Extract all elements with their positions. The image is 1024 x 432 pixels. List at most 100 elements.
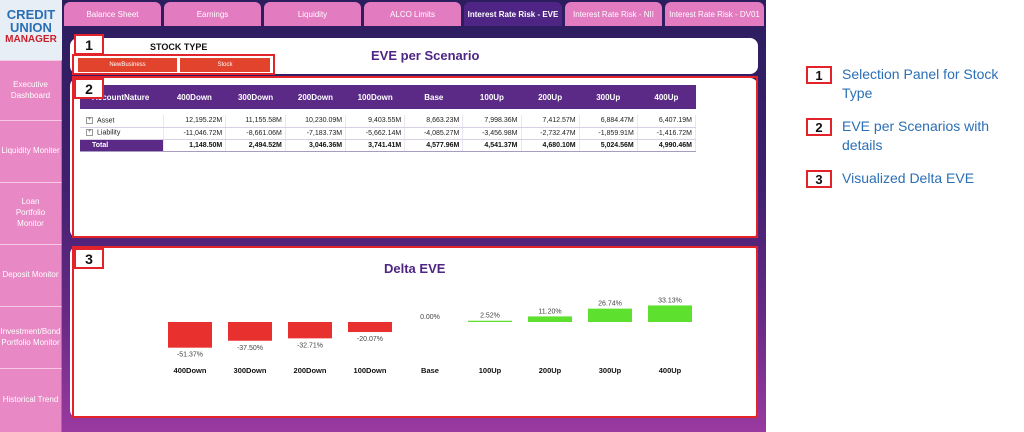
table-cell: -1,416.72M xyxy=(637,127,697,140)
app-window: CREDIT UNION MANAGER Executive Dashboard… xyxy=(0,0,766,432)
tab-label: Liquidity xyxy=(297,9,328,19)
bar-200Up[interactable] xyxy=(528,316,572,322)
annotation-badge-1: 1 xyxy=(74,34,104,55)
value-label-200Up: 11.20% xyxy=(538,308,561,315)
category-label-300Up: 300Up xyxy=(599,366,622,375)
category-label-300Down: 300Down xyxy=(234,366,267,375)
tab-interest-rate-risk-eve[interactable]: Interest Rate Risk - EVE xyxy=(464,2,562,26)
value-label-200Down: -32.71% xyxy=(297,342,323,349)
sidebar-item-loan-portfolio-monitor[interactable]: Loan Portfolio Monitor xyxy=(0,182,62,244)
logo-line-1: CREDIT xyxy=(6,7,56,22)
total-cell: 3,046.36M xyxy=(285,139,347,152)
tab-label: Interest Rate Risk - DV01 xyxy=(669,9,760,19)
table-header-cell[interactable]: Base xyxy=(404,85,463,109)
logo-line-2: UNION xyxy=(10,20,52,35)
total-cell: 1,148.50M xyxy=(163,139,227,152)
row-name: Liability xyxy=(97,129,121,137)
annotation-badge-3: 3 xyxy=(74,248,104,269)
table-row: + Liability -11,046.72M -8,661.06M -7,183… xyxy=(80,127,697,140)
table-cell: -3,456.98M xyxy=(462,127,522,140)
table-cell: -4,085.27M xyxy=(404,127,464,140)
expand-icon[interactable]: + xyxy=(86,129,93,137)
table-cell: -5,662.14M xyxy=(345,127,406,140)
annotation-box-stock-type xyxy=(72,54,275,75)
table-cell: -7,183.73M xyxy=(285,127,347,140)
total-cell: 2,494.52M xyxy=(225,139,286,152)
value-label-100Up: 2.52% xyxy=(480,313,500,320)
annotation-box-delta-eve xyxy=(72,246,758,418)
tab-label: Earnings xyxy=(196,9,229,19)
category-label-Base: Base xyxy=(421,366,439,375)
table-header-cell[interactable]: 400Down xyxy=(163,85,226,109)
table-cell: 9,403.55M xyxy=(345,115,406,128)
table-row: + Asset 12,195.22M 11,155.58M 10,230.09M … xyxy=(80,115,697,128)
delta-eve-chart: -51.37% 400Down -37.50% 300Down -32.71% 200Do… xyxy=(168,297,692,375)
app-logo: CREDIT UNION MANAGER xyxy=(0,0,62,60)
sidebar-item-label: Deposit Monitor xyxy=(2,270,59,280)
bar-300Up[interactable] xyxy=(588,308,632,322)
annotation-box-eve-table xyxy=(72,76,758,238)
sidebar-item-label: Loan Portfolio Monitor xyxy=(15,197,46,228)
sidebar-item-liquidity-moniter[interactable]: Liquidity Moniter xyxy=(0,120,62,182)
tab-alco-limits[interactable]: ALCO Limits xyxy=(364,2,461,26)
table-header-cell[interactable]: 400Up xyxy=(637,85,696,109)
table-header-cell[interactable]: 200Up xyxy=(521,85,580,109)
eve-per-scenario-title: EVE per Scenario xyxy=(371,48,480,63)
value-label-400Up: 33.13% xyxy=(658,297,682,304)
total-cell: 3,741.41M xyxy=(345,139,406,152)
total-cell: 4,680.10M xyxy=(521,139,580,152)
table-cell: 11,155.58M xyxy=(225,115,286,128)
table-cell: 6,407.19M xyxy=(637,115,697,128)
table-header-cell[interactable]: 100Up xyxy=(462,85,521,109)
tab-interest-rate-risk-nii[interactable]: Interest Rate Risk - NII xyxy=(565,2,662,26)
category-label-100Down: 100Down xyxy=(354,366,387,375)
category-label-200Up: 200Up xyxy=(539,366,562,375)
tab-label: ALCO Limits xyxy=(390,9,435,19)
legend-text-3: Visualized Delta EVE xyxy=(842,170,975,186)
row-name-cell: + Liability xyxy=(80,127,164,140)
table-cell: 8,663.23M xyxy=(404,115,464,128)
stock-option-label: Stock xyxy=(217,62,233,68)
stock-type-option-newbusiness[interactable]: NewBusiness xyxy=(78,58,177,72)
table-total-row: Total 1,148.50M 2,494.52M 3,046.36M 3,74… xyxy=(80,139,697,152)
tab-label: Interest Rate Risk - NII xyxy=(573,9,654,19)
total-cell: 5,024.56M xyxy=(579,139,638,152)
legend-text-2: EVE per Scenarios with details xyxy=(842,118,990,153)
category-label-200Down: 200Down xyxy=(294,366,327,375)
sidebar-item-investment-bond-portfolio-monitor[interactable]: Investment/Bond Portfolio Monitor xyxy=(0,306,62,368)
sidebar-item-label: Historical Trend xyxy=(2,395,59,405)
sidebar-item-label: Investment/Bond Portfolio Monitor xyxy=(0,326,61,347)
sidebar-item-executive-dashboard[interactable]: Executive Dashboard xyxy=(0,60,62,120)
value-label-100Down: -20.07% xyxy=(357,336,383,343)
table-cell: -1,859.91M xyxy=(579,127,638,140)
bar-100Up[interactable] xyxy=(468,320,512,322)
expand-icon[interactable]: + xyxy=(86,117,93,125)
sidebar-item-deposit-monitor[interactable]: Deposit Monitor xyxy=(0,244,62,306)
table-cell: -11,046.72M xyxy=(163,127,227,140)
sidebar-item-historical-trend[interactable]: Historical Trend xyxy=(0,368,62,432)
table-cell: 7,412.57M xyxy=(521,115,580,128)
table-cell: -2,732.47M xyxy=(521,127,580,140)
logo-line-3: MANAGER xyxy=(5,34,57,45)
table-header-cell[interactable]: 100Down xyxy=(345,85,405,109)
table-header-cell[interactable]: 300Down xyxy=(225,85,286,109)
tab-liquidity[interactable]: Liquidity xyxy=(264,2,361,26)
table-header-cell[interactable]: 300Up xyxy=(579,85,638,109)
tab-balance-sheet[interactable]: Balance Sheet xyxy=(64,2,161,26)
bar-100Down[interactable] xyxy=(348,322,392,333)
table-cell: 10,230.09M xyxy=(285,115,347,128)
category-label-400Down: 400Down xyxy=(174,366,207,375)
total-cell: 4,541.37M xyxy=(462,139,522,152)
bar-200Down[interactable] xyxy=(288,322,332,339)
bar-400Down[interactable] xyxy=(168,322,212,348)
annotation-badge-2: 2 xyxy=(74,78,104,99)
tab-earnings[interactable]: Earnings xyxy=(164,2,261,26)
eve-scenario-table: AccountNature 400Down 300Down 200Down 10… xyxy=(80,85,697,152)
bar-300Down[interactable] xyxy=(228,322,272,341)
table-header-cell[interactable]: 200Down xyxy=(285,85,346,109)
tab-interest-rate-risk-dv01[interactable]: Interest Rate Risk - DV01 xyxy=(665,2,764,26)
category-label-400Up: 400Up xyxy=(659,366,682,375)
bar-400Up[interactable] xyxy=(648,305,692,322)
stock-type-option-stock[interactable]: Stock xyxy=(180,58,270,72)
row-name-cell: + Asset xyxy=(80,115,164,128)
